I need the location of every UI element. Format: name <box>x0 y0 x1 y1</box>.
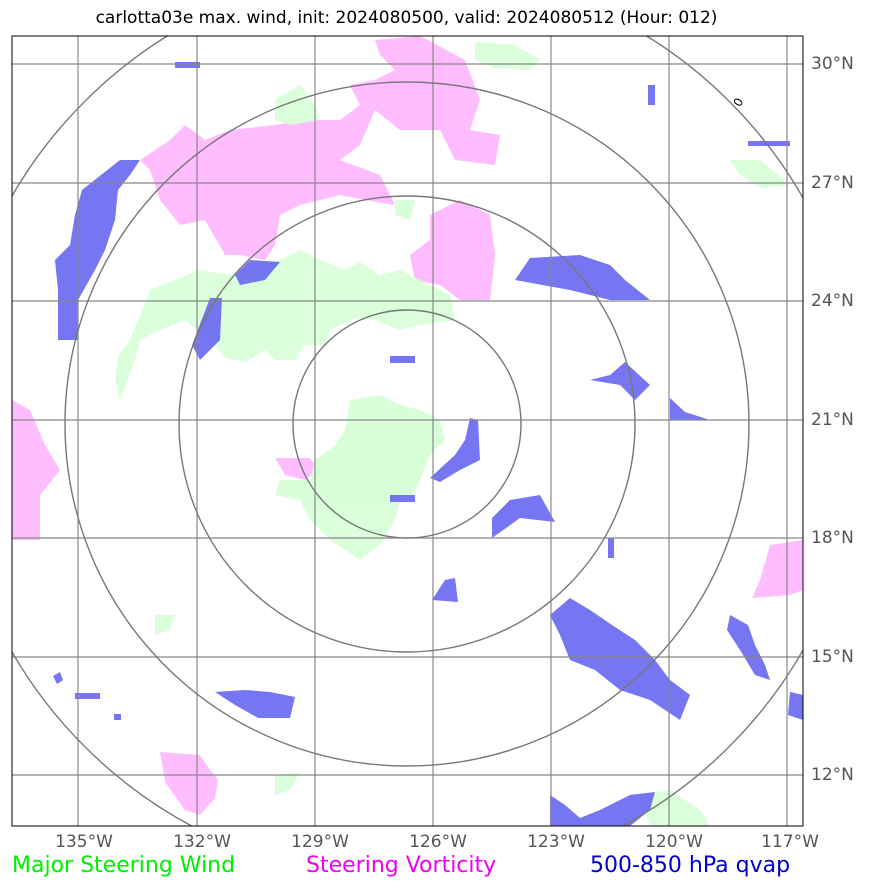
wind-layer <box>115 42 790 826</box>
qvap-area <box>192 298 222 360</box>
qvap-area <box>215 690 295 718</box>
legend-wind: Major Steering Wind <box>12 853 236 878</box>
wind-area <box>730 160 790 188</box>
qvap-area <box>390 356 415 363</box>
vorticity-area <box>410 200 495 300</box>
wind-area <box>395 200 415 220</box>
qvap-area <box>53 672 63 684</box>
lat-label: 18°N <box>811 528 854 548</box>
qvap-area <box>590 362 650 400</box>
wind-area <box>475 42 540 70</box>
qvap-area <box>390 495 415 502</box>
vorticity-layer <box>12 36 803 815</box>
lat-label: 27°N <box>811 173 854 193</box>
vorticity-area <box>12 400 60 540</box>
lat-label: 12°N <box>811 765 854 785</box>
map-frame <box>11 35 804 827</box>
graticule <box>12 36 803 826</box>
lat-label: 24°N <box>811 291 854 311</box>
lon-label: 123°W <box>527 832 585 852</box>
lon-label: 129°W <box>291 832 349 852</box>
wind-area <box>640 790 710 826</box>
vorticity-area <box>140 36 500 260</box>
lat-label: 21°N <box>811 410 854 430</box>
range-ring <box>178 195 636 653</box>
qvap-area <box>550 792 655 826</box>
wind-area <box>275 85 320 125</box>
vorticity-area <box>275 458 318 480</box>
qvap-area <box>492 495 555 538</box>
vorticity-area <box>752 540 803 598</box>
vorticity-area <box>160 752 218 815</box>
qvap-area <box>670 398 710 420</box>
lon-label: 117°W <box>761 832 819 852</box>
contour-label: 0 <box>730 95 746 109</box>
qvap-area <box>55 160 140 340</box>
qvap-area <box>114 714 121 720</box>
lon-label: 135°W <box>55 832 113 852</box>
qvap-area <box>432 578 458 602</box>
qvap-area <box>727 615 770 680</box>
range-ring <box>292 309 522 539</box>
qvap-area <box>235 260 280 285</box>
qvap-area <box>175 62 200 68</box>
wind-area <box>275 772 300 795</box>
lon-label: 132°W <box>173 832 231 852</box>
wind-area <box>115 250 455 400</box>
legend-qvap: 500-850 hPa qvap <box>590 853 791 878</box>
range-ring <box>64 81 750 767</box>
qvap-area <box>430 418 480 482</box>
qvap-area <box>550 598 690 720</box>
lon-label: 120°W <box>645 832 703 852</box>
qvap-area <box>75 693 100 699</box>
qvap-area <box>748 141 790 146</box>
qvap-area <box>648 85 655 105</box>
legend-vorticity: Steering Vorticity <box>306 853 497 878</box>
range-rings <box>12 36 803 826</box>
map-layers: 0 <box>12 36 803 826</box>
qvap-area <box>608 538 614 558</box>
qvap-area <box>788 692 803 720</box>
lon-label: 126°W <box>409 832 467 852</box>
wind-area <box>275 395 445 560</box>
map-title: carlotta03e max. wind, init: 2024080500,… <box>95 8 718 28</box>
wind-area <box>155 615 175 635</box>
lat-label: 30°N <box>811 54 854 74</box>
lat-label: 15°N <box>811 647 854 667</box>
